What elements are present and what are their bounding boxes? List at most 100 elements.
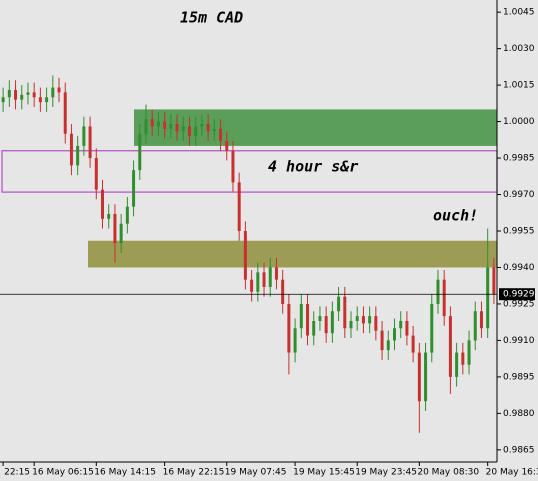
- x-tick-label: 19 May 07:45: [225, 468, 287, 478]
- candle-body: [138, 133, 142, 171]
- candle-body: [430, 303, 434, 353]
- candle-body: [355, 316, 359, 321]
- candle-body: [324, 316, 328, 334]
- candle-body: [26, 92, 30, 95]
- candle-body: [287, 303, 291, 353]
- candle-body: [169, 124, 173, 129]
- candle-body: [125, 206, 129, 224]
- candle-body: [467, 340, 471, 365]
- candle-body: [374, 316, 378, 331]
- candle-body: [442, 279, 446, 317]
- candle-body: [337, 296, 341, 312]
- candle-body: [219, 128, 223, 142]
- candle-body: [150, 119, 154, 127]
- candle-body: [200, 124, 204, 127]
- candle-body: [206, 124, 210, 132]
- candle-body: [492, 267, 496, 295]
- y-tick-label: 0.9925: [503, 299, 535, 309]
- candle-body: [237, 182, 241, 231]
- y-tick-label: 1.0045: [503, 8, 535, 18]
- y-tick-label: 0.9865: [503, 445, 535, 455]
- candle-body: [1, 97, 5, 103]
- candle-body: [76, 145, 80, 166]
- x-tick-label: 16 May 06:15: [32, 468, 94, 478]
- candle-body: [461, 352, 465, 365]
- candle-body: [486, 267, 490, 329]
- candle-body: [14, 89, 18, 100]
- candle-body: [132, 170, 136, 207]
- candle-body: [330, 311, 334, 334]
- y-tick-label: 0.9940: [503, 263, 535, 273]
- candle-body: [101, 189, 105, 219]
- zone: [88, 240, 497, 268]
- candle-body: [405, 320, 409, 336]
- candle-body: [349, 320, 353, 329]
- candle-body: [386, 340, 390, 351]
- candle-body: [113, 213, 117, 244]
- last-price-label: 0.9929: [503, 290, 535, 300]
- candle-body: [88, 126, 92, 159]
- candle-body: [119, 223, 123, 244]
- candle-body: [225, 141, 229, 151]
- candle-body: [299, 303, 303, 329]
- candle-body: [94, 158, 98, 190]
- candle-body: [250, 279, 254, 292]
- y-tick-label: 0.9910: [503, 336, 535, 346]
- candle-body: [45, 97, 49, 103]
- y-tick-label: 0.9895: [503, 372, 535, 382]
- x-tick-label: 20 May 08:30: [417, 468, 479, 478]
- candle-body: [293, 328, 297, 353]
- candle-body: [181, 126, 185, 132]
- x-tick-label: 16 May 22:15: [163, 468, 225, 478]
- y-tick-label: 0.9955: [503, 227, 535, 237]
- candle-body: [392, 328, 396, 341]
- candle-body: [82, 126, 86, 146]
- candle-body: [57, 87, 61, 93]
- candle-body: [256, 272, 260, 292]
- annotation: 4 hour s&r: [268, 158, 358, 176]
- candle-body: [312, 320, 316, 336]
- candle-body: [473, 311, 477, 341]
- x-tick-label: 19 May 23:45: [355, 468, 417, 478]
- candle-body: [51, 87, 55, 98]
- candle-body: [318, 316, 322, 321]
- candle-body: [20, 94, 24, 100]
- candle-body: [69, 133, 73, 166]
- candle-body: [411, 335, 415, 353]
- x-tick-label: 16 May 14:15: [94, 468, 156, 478]
- candle-body: [212, 128, 216, 132]
- chart-title: 15m CAD: [180, 9, 243, 27]
- candle-body: [107, 213, 111, 219]
- candle-body: [231, 150, 235, 183]
- candle-body: [163, 121, 167, 129]
- candle-body: [380, 330, 384, 351]
- candle-body: [243, 231, 247, 280]
- x-tick-label: 22:15: [4, 468, 30, 478]
- candle-body: [156, 121, 160, 127]
- candle-body: [455, 352, 459, 377]
- candle-body: [262, 272, 266, 287]
- candle-body: [417, 352, 421, 402]
- candle-body: [175, 124, 179, 132]
- y-tick-label: 0.9880: [503, 409, 535, 419]
- candle-body: [361, 316, 365, 324]
- candle-body: [274, 267, 278, 280]
- x-tick-label: 19 May 15:45: [293, 468, 355, 478]
- y-tick-label: 1.0000: [503, 117, 535, 127]
- y-tick-label: 1.0030: [503, 44, 535, 54]
- annotation: ouch!: [433, 207, 478, 225]
- candle-body: [144, 119, 148, 134]
- candle-body: [7, 89, 11, 98]
- candle-body: [194, 126, 198, 137]
- candle-body: [187, 126, 191, 137]
- candle-body: [424, 352, 428, 402]
- candle-body: [368, 316, 372, 324]
- candle-body: [343, 296, 347, 329]
- y-tick-label: 0.9985: [503, 154, 535, 164]
- candle-body: [281, 279, 285, 304]
- candle-body: [306, 303, 310, 336]
- candle-body: [399, 320, 403, 329]
- candle-body: [436, 279, 440, 304]
